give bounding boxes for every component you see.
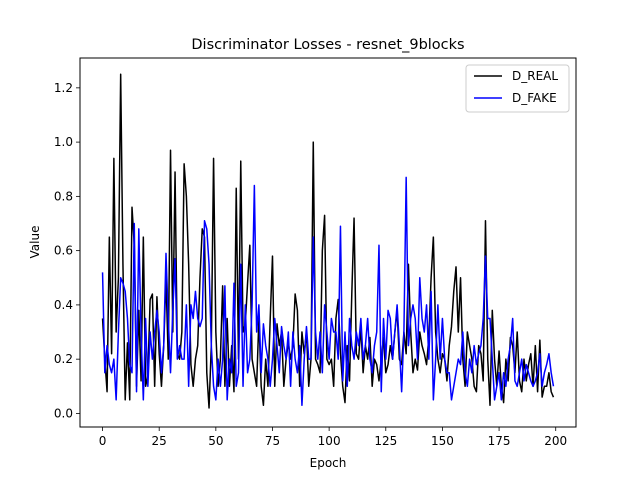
y-tick-label: 0.6 [54, 244, 73, 258]
x-tick-label: 0 [99, 434, 107, 448]
y-axis-label: Value [28, 226, 42, 259]
x-tick-label: 100 [318, 434, 341, 448]
x-axis-label: Epoch [310, 456, 347, 470]
plot-area [79, 57, 577, 428]
x-tick-label: 75 [265, 434, 280, 448]
x-tick-label: 125 [374, 434, 397, 448]
legend-label-d-real: D_REAL [512, 69, 558, 83]
x-axis: 0 25 50 75 100 125 150 175 200 [99, 427, 567, 448]
series-line-d-fake [101, 176, 555, 407]
plot-frame [79, 57, 577, 428]
chart-title: Discriminator Losses - resnet_9blocks [191, 37, 464, 53]
x-tick-label: 25 [152, 434, 167, 448]
x-tick-label: 200 [544, 434, 567, 448]
legend: D_REAL D_FAKE [465, 64, 570, 113]
series-layer [101, 73, 555, 409]
x-tick-label: 150 [431, 434, 454, 448]
y-tick-label: 0.0 [54, 406, 73, 420]
x-tick-label: 175 [488, 434, 511, 448]
y-tick-label: 0.4 [54, 298, 73, 312]
y-axis: 0.0 0.2 0.4 0.6 0.8 1.0 1.2 [54, 81, 80, 420]
legend-label-d-fake: D_FAKE [512, 91, 557, 105]
y-tick-label: 0.8 [54, 189, 73, 203]
y-tick-label: 0.2 [54, 352, 73, 366]
x-tick-label: 50 [208, 434, 223, 448]
y-tick-label: 1.2 [54, 81, 73, 95]
y-tick-label: 1.0 [54, 135, 73, 149]
